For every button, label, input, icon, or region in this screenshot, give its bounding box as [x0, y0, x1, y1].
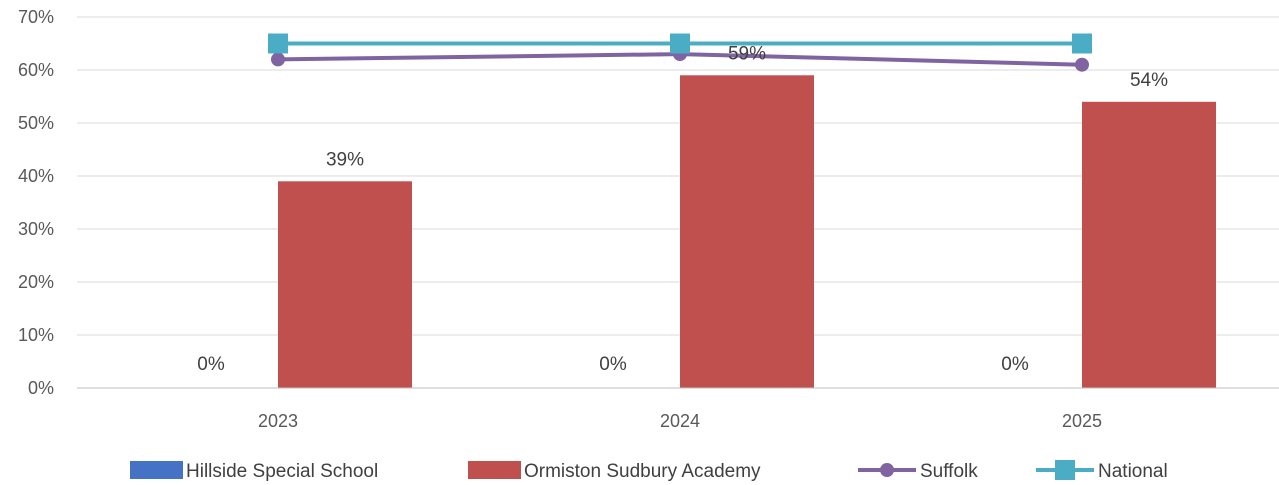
- legend-swatch: [130, 461, 183, 479]
- point-national-2024: [670, 33, 690, 54]
- y-tick-label: 50%: [18, 113, 54, 133]
- y-axis-ticks: 0% 10% 20% 30% 40% 50% 60% 70%: [18, 7, 54, 398]
- data-label-hillside-special-school-2025: 0%: [1001, 354, 1029, 375]
- legend-item-national: National: [1036, 460, 1168, 482]
- y-tick-label: 20%: [18, 272, 54, 292]
- data-label-hillside-special-school-2024: 0%: [599, 354, 627, 375]
- data-label-ormiston-sudbury-academy-2023: 39%: [326, 149, 364, 170]
- point-suffolk-2023: [271, 52, 285, 67]
- x-tick-label: 2024: [660, 411, 700, 431]
- bar-ormiston-sudbury-academy-2025: [1082, 101, 1216, 389]
- legend-marker: [880, 463, 894, 477]
- x-tick-label: 2023: [258, 411, 298, 431]
- legend-item-suffolk: Suffolk: [858, 461, 978, 482]
- legend-item-ormiston-sudbury-academy: Ormiston Sudbury Academy: [468, 461, 761, 482]
- point-suffolk-2025: [1075, 57, 1089, 72]
- y-tick-label: 60%: [18, 60, 54, 80]
- y-tick-label: 0%: [28, 378, 54, 398]
- legend-label: Hillside Special School: [186, 461, 378, 482]
- data-label-hillside-special-school-2023: 0%: [197, 354, 225, 375]
- lines: [268, 33, 1092, 72]
- legend: Hillside Special School Ormiston Sudbury …: [130, 460, 1168, 482]
- bars: [278, 75, 1216, 389]
- data-labels: 0% 0% 0% 39% 59% 54%: [197, 43, 1168, 375]
- bar-ormiston-sudbury-academy-2023: [278, 181, 412, 388]
- y-tick-label: 70%: [18, 7, 54, 27]
- data-label-ormiston-sudbury-academy-2025: 54%: [1130, 70, 1168, 91]
- legend-swatch: [468, 461, 521, 479]
- point-national-2023: [268, 33, 288, 54]
- x-axis: 2023 2024 2025: [77, 387, 1279, 431]
- data-label-ormiston-sudbury-academy-2024: 59%: [728, 43, 766, 64]
- legend-label: National: [1098, 461, 1168, 482]
- point-national-2025: [1072, 33, 1092, 54]
- y-tick-label: 30%: [18, 219, 54, 239]
- bar-ormiston-sudbury-academy-2024: [680, 75, 814, 389]
- x-tick-label: 2025: [1062, 411, 1102, 431]
- y-tick-label: 10%: [18, 325, 54, 345]
- y-tick-label: 40%: [18, 166, 54, 186]
- legend-label: Suffolk: [920, 461, 978, 482]
- legend-label: Ormiston Sudbury Academy: [524, 461, 761, 482]
- legend-marker: [1055, 460, 1075, 480]
- legend-item-hillside-special-school: Hillside Special School: [130, 461, 378, 482]
